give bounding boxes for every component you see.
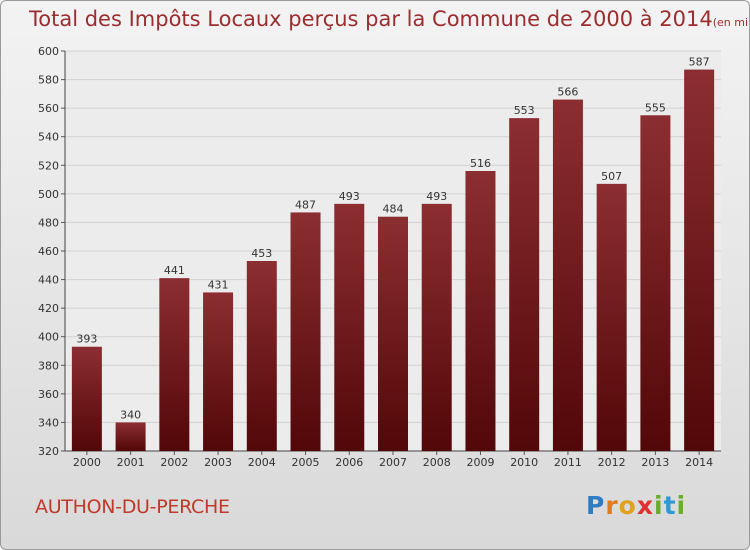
y-tick-label: 320 (38, 445, 59, 458)
y-tick-label: 600 (38, 45, 59, 58)
y-tick-label: 400 (38, 331, 59, 344)
x-tick-label-2012: 2012 (598, 456, 626, 469)
y-tick-label: 580 (38, 74, 59, 87)
value-label-2013: 555 (645, 101, 666, 114)
logo-letter: o (618, 491, 637, 520)
x-tick-label-2001: 2001 (117, 456, 145, 469)
y-tick-label: 480 (38, 216, 59, 229)
x-tick-label-2003: 2003 (204, 456, 232, 469)
bar-2000 (71, 346, 102, 451)
y-tick-label: 420 (38, 302, 59, 315)
y-tick-label: 520 (38, 159, 59, 172)
logo-letter: P (586, 491, 606, 520)
x-tick-label-2009: 2009 (466, 456, 494, 469)
bar-2010 (509, 118, 540, 452)
x-tick-label-2014: 2014 (685, 456, 713, 469)
x-tick-label-2010: 2010 (510, 456, 538, 469)
value-label-2004: 453 (251, 247, 272, 260)
value-label-2009: 516 (470, 157, 491, 170)
y-tick-label: 360 (38, 388, 59, 401)
value-label-2012: 507 (601, 170, 622, 183)
y-tick-label: 500 (38, 188, 59, 201)
value-label-2011: 566 (557, 86, 578, 99)
y-tick-label: 560 (38, 102, 59, 115)
logo-letter: i (676, 491, 687, 520)
value-label-2001: 340 (120, 408, 141, 421)
value-label-2007: 484 (383, 203, 404, 216)
value-label-2006: 493 (339, 190, 360, 203)
y-tick-label: 440 (38, 274, 59, 287)
x-tick-label-2006: 2006 (335, 456, 363, 469)
bar-chart: 320 340 360 380 400 420 440 460 480 500 520 540 560 5… (38, 45, 721, 469)
bar-2004 (246, 261, 277, 451)
bar-layer: 393 340 441 431 453 487 493 484 493 516 553 566 507 5… (71, 56, 715, 452)
bar-2008 (421, 203, 452, 451)
title-unit: (en milliers d'€) (712, 16, 749, 29)
bar-2006 (334, 203, 365, 451)
logo-letter: r (605, 491, 619, 520)
value-label-2000: 393 (76, 333, 97, 346)
value-label-2010: 553 (514, 104, 535, 117)
logo-letter: t (663, 491, 677, 520)
bar-2007 (378, 216, 408, 451)
bar-2001 (115, 422, 146, 451)
logo-letter: i (654, 491, 664, 520)
y-tick-label: 340 (38, 416, 59, 429)
value-label-2014: 587 (689, 56, 710, 69)
value-label-2002: 441 (164, 264, 185, 277)
x-tick-label-2013: 2013 (641, 456, 669, 469)
y-tick-label: 380 (38, 359, 59, 372)
x-tick-label-2004: 2004 (248, 456, 276, 469)
y-tick-label: 540 (38, 131, 59, 144)
chart-title: Total des Impôts Locaux perçus par la Co… (29, 7, 749, 31)
y-tick-label: 460 (38, 245, 59, 258)
bar-2012 (596, 183, 627, 451)
x-tick-label-2011: 2011 (554, 456, 582, 469)
x-tick-label-2000: 2000 (73, 456, 101, 469)
x-tick-label-2005: 2005 (292, 456, 320, 469)
x-tick-label-2008: 2008 (423, 456, 451, 469)
bar-2005 (290, 212, 321, 451)
value-label-2005: 487 (295, 198, 316, 211)
logo-letter: x (636, 491, 654, 520)
bar-2002 (159, 278, 190, 451)
bar-2013 (640, 115, 671, 452)
value-label-2003: 431 (208, 278, 229, 291)
bar-2014 (684, 69, 715, 452)
value-label-2008: 493 (426, 190, 447, 203)
x-tick-label-2007: 2007 (379, 456, 407, 469)
bar-2011 (552, 99, 583, 452)
proxiti-logo: Proxiti (586, 491, 686, 520)
bar-2003 (203, 292, 234, 451)
commune-name: AUTHON-DU-PERCHE (35, 496, 230, 518)
bar-2009 (465, 171, 496, 451)
title-text: Total des Impôts Locaux perçus par la Co… (29, 7, 713, 31)
x-tick-label-2002: 2002 (160, 456, 188, 469)
